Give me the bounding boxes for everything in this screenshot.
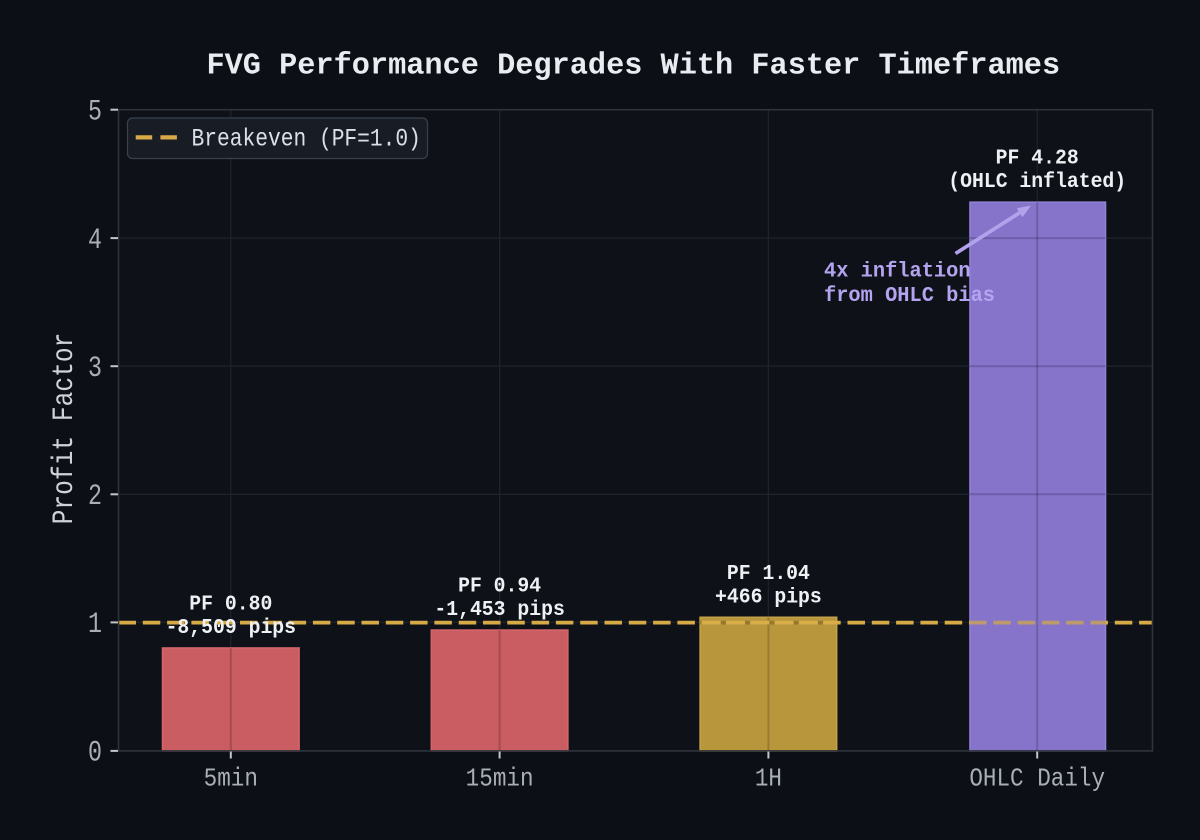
svg-text:-1,453 pips: -1,453 pips <box>434 598 564 622</box>
svg-text:5: 5 <box>88 95 102 128</box>
svg-text:Profit Factor: Profit Factor <box>48 333 82 525</box>
svg-text:1: 1 <box>88 608 102 641</box>
svg-text:(OHLC inflated): (OHLC inflated) <box>948 171 1126 195</box>
svg-text:OHLC Daily: OHLC Daily <box>969 765 1105 794</box>
svg-text:from OHLC bias: from OHLC bias <box>824 285 995 308</box>
svg-text:15min: 15min <box>466 765 534 794</box>
svg-text:4: 4 <box>88 223 102 256</box>
svg-text:PF 0.94: PF 0.94 <box>458 575 541 599</box>
svg-text:1H: 1H <box>755 765 782 794</box>
svg-text:-8,509 pips: -8,509 pips <box>166 616 296 640</box>
svg-text:PF 4.28: PF 4.28 <box>996 147 1079 171</box>
svg-text:FVG Performance Degrades With: FVG Performance Degrades With Faster Tim… <box>206 48 1060 83</box>
svg-text:5min: 5min <box>204 765 258 794</box>
svg-text:0: 0 <box>88 736 102 769</box>
svg-text:PF 0.80: PF 0.80 <box>189 593 272 617</box>
svg-text:Breakeven (PF=1.0): Breakeven (PF=1.0) <box>192 125 421 153</box>
svg-text:PF 1.04: PF 1.04 <box>727 562 810 586</box>
svg-text:+466 pips: +466 pips <box>715 586 822 610</box>
svg-text:3: 3 <box>88 351 102 384</box>
svg-text:4x inflation: 4x inflation <box>824 260 971 283</box>
svg-text:2: 2 <box>88 480 102 513</box>
